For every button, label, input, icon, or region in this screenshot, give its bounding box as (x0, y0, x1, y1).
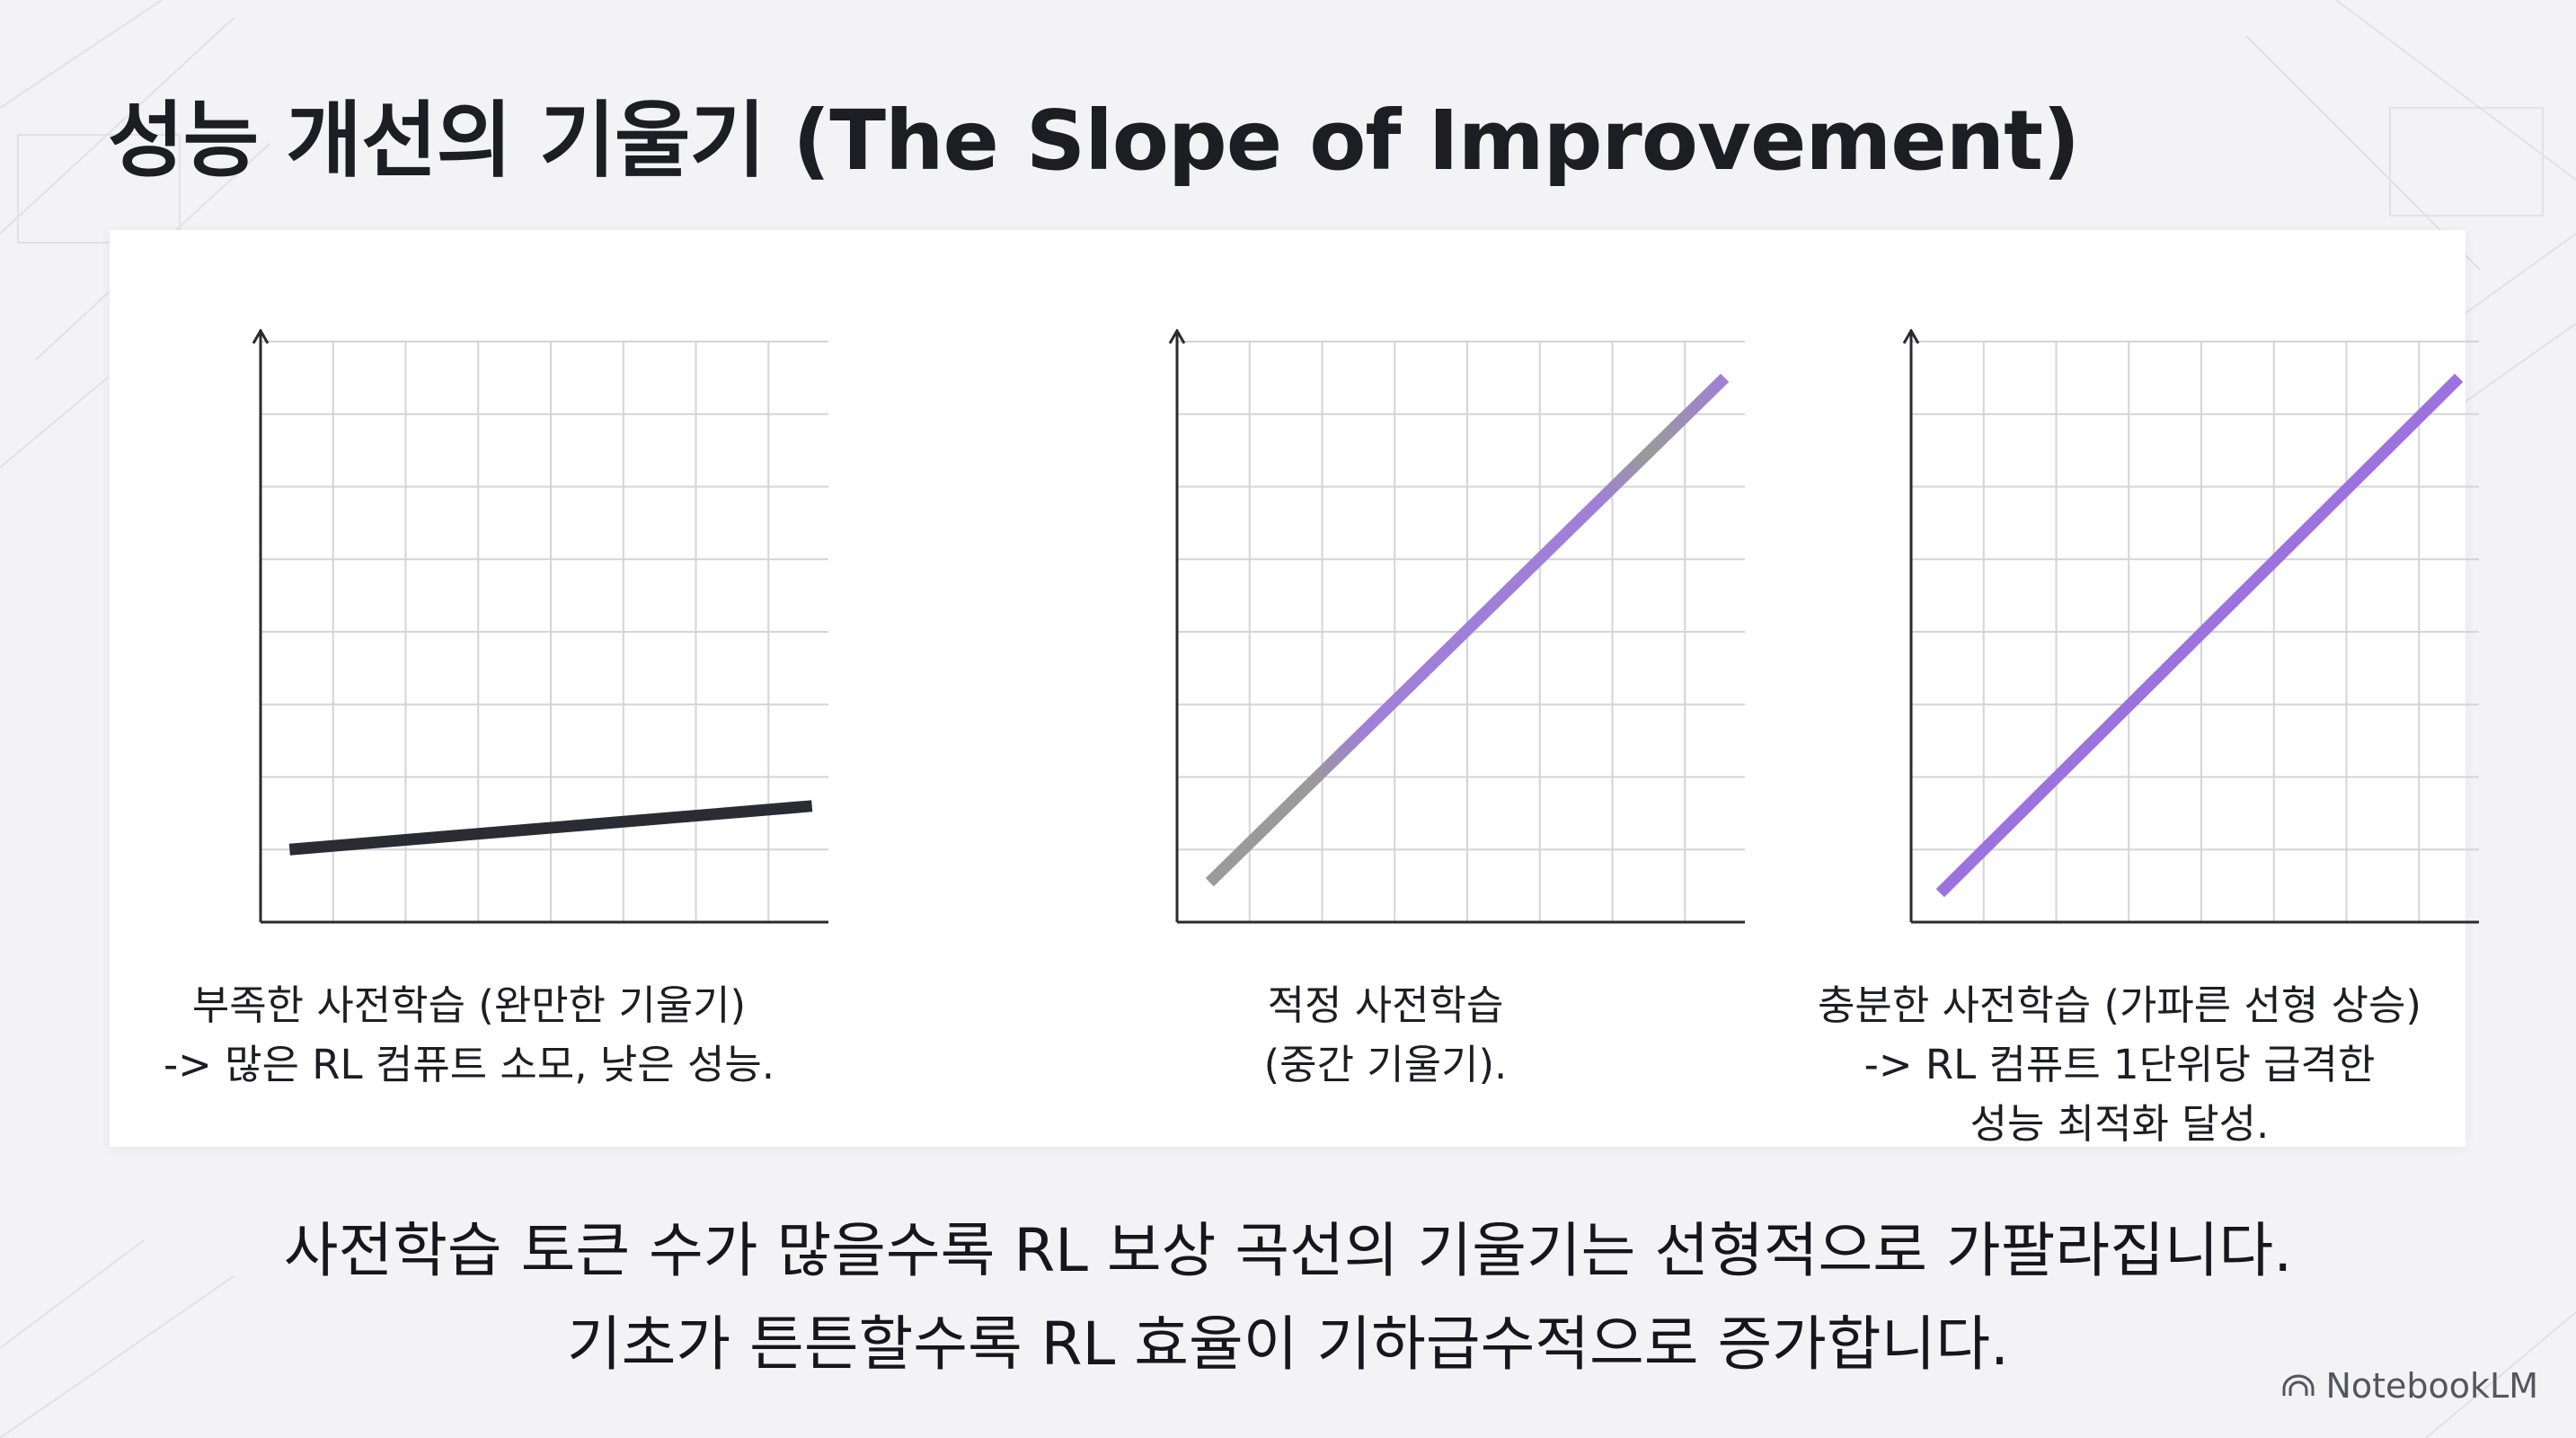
notebooklm-logo-icon (2282, 1374, 2315, 1396)
series-line (1935, 373, 2464, 898)
caption-line: -> 많은 RL 컴퓨트 소모, 낮은 성능. (163, 1041, 775, 1088)
chart-panel-sufficient: 충분한 사전학습 (가파른 선형 상승) -> RL 컴퓨트 1단위당 급격한 … (1760, 230, 2479, 1148)
charts-card: 부족한 사전학습 (완만한 기울기) -> 많은 RL 컴퓨트 소모, 낮은 성… (110, 230, 2479, 1148)
chart-adequate (1168, 329, 1745, 924)
chart-caption-sufficient: 충분한 사전학습 (가파른 선형 상승) -> RL 컴퓨트 1단위당 급격한 … (1760, 976, 2479, 1154)
brand-mark: NotebookLM (2280, 1366, 2538, 1406)
summary-line: 사전학습 토큰 수가 많을수록 RL 보상 곡선의 기울기는 선형적으로 가팔라… (283, 1216, 2293, 1285)
brand-name: NotebookLM (2325, 1366, 2538, 1406)
summary-text: 사전학습 토큰 수가 많을수록 RL 보상 곡선의 기울기는 선형적으로 가팔라… (0, 1204, 2576, 1391)
caption-line: 성능 최적화 달성. (1970, 1100, 2270, 1148)
y-axis-arrow-icon (252, 329, 270, 344)
y-axis-arrow-icon (1902, 329, 1920, 344)
series-line (1205, 373, 1730, 887)
caption-line: (중간 기울기). (1263, 1041, 1508, 1088)
caption-line: 충분한 사전학습 (가파른 선형 상승) (1818, 981, 2421, 1029)
caption-line: -> RL 컴퓨트 1단위당 급격한 (1863, 1041, 2376, 1088)
chart-sufficient (1902, 329, 2479, 924)
caption-line: 적정 사전학습 (1267, 981, 1504, 1029)
chart-insufficient (252, 329, 828, 924)
caption-line: 부족한 사전학습 (완만한 기울기) (191, 981, 747, 1029)
page-title: 성능 개선의 기울기 (The Slope of Improvement) (108, 93, 2080, 189)
summary-line: 기초가 튼튼할수록 RL 효율이 기하급수적으로 증가합니다. (566, 1309, 2010, 1379)
chart-panel-adequate: 적정 사전학습 (중간 기울기). (1026, 230, 1745, 1147)
y-axis-arrow-icon (1168, 329, 1186, 344)
series-line (288, 800, 813, 856)
chart-caption-insufficient: 부족한 사전학습 (완만한 기울기) -> 많은 RL 컴퓨트 소모, 낮은 성… (110, 976, 828, 1095)
chart-caption-adequate: 적정 사전학습 (중간 기울기). (1026, 976, 1745, 1095)
chart-panel-insufficient: 부족한 사전학습 (완만한 기울기) -> 많은 RL 컴퓨트 소모, 낮은 성… (110, 230, 828, 1147)
